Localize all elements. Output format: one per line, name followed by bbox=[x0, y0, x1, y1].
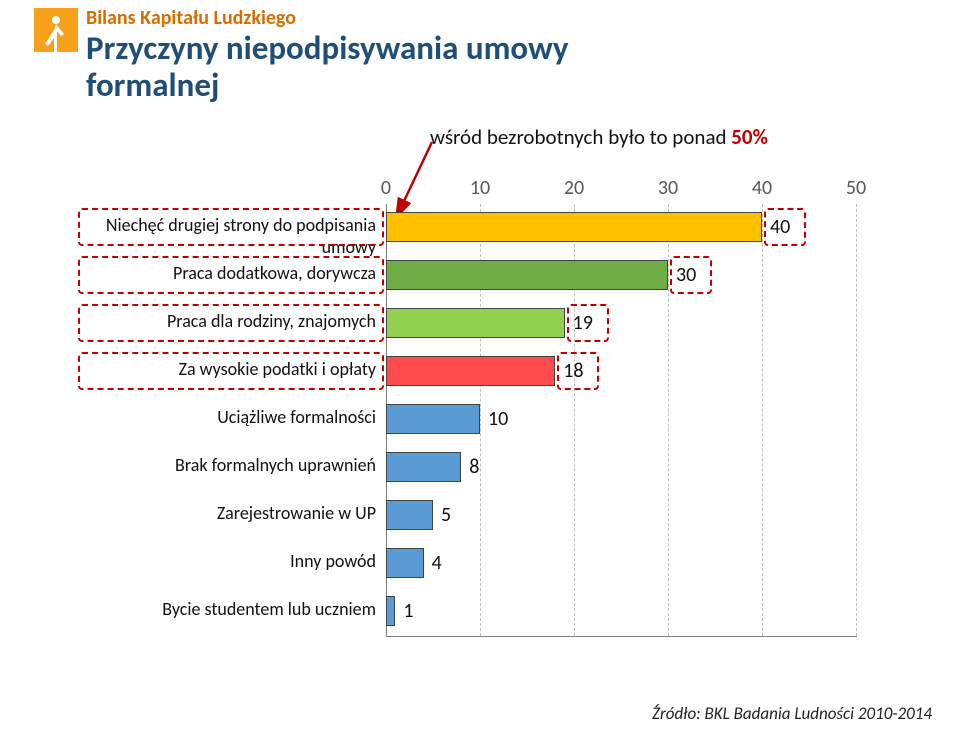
category-label: Bycie studentem lub uczniem bbox=[86, 598, 376, 620]
logo bbox=[34, 8, 78, 52]
gridline bbox=[668, 204, 669, 636]
category-label: Uciążliwe formalności bbox=[86, 406, 376, 428]
bar bbox=[386, 356, 555, 386]
page: Bilans Kapitału Ludzkiego Przyczyny niep… bbox=[0, 0, 960, 734]
highlight-box bbox=[78, 208, 384, 246]
bar bbox=[386, 548, 424, 578]
slide-title: Przyczyny niepodpisywania umowy formalne… bbox=[86, 30, 569, 104]
x-tick-label: 0 bbox=[371, 176, 401, 200]
x-tick-label: 40 bbox=[747, 176, 777, 200]
subtitle: wśród bezrobotnych było to ponad 50% bbox=[430, 124, 768, 150]
highlight-box bbox=[567, 304, 609, 342]
highlight-box bbox=[78, 256, 384, 294]
gridline bbox=[856, 204, 857, 636]
subtitle-text: wśród bezrobotnych było to ponad bbox=[430, 124, 731, 150]
bar-value: 1 bbox=[403, 599, 413, 623]
highlight-box bbox=[557, 352, 599, 390]
subtitle-highlight: 50% bbox=[731, 124, 768, 150]
x-tick-label: 20 bbox=[559, 176, 589, 200]
gridline bbox=[762, 204, 763, 636]
highlight-box bbox=[78, 352, 384, 390]
highlight-box bbox=[670, 256, 712, 294]
bar-value: 10 bbox=[488, 407, 508, 431]
x-tick-label: 50 bbox=[841, 176, 871, 200]
bar bbox=[386, 596, 395, 626]
highlight-box bbox=[764, 208, 806, 246]
bar-value: 8 bbox=[469, 455, 479, 479]
bar bbox=[386, 260, 668, 290]
department-name: Bilans Kapitału Ludzkiego bbox=[86, 6, 296, 30]
x-tick-label: 30 bbox=[653, 176, 683, 200]
category-label: Brak formalnych uprawnień bbox=[86, 454, 376, 476]
bar bbox=[386, 212, 762, 242]
highlight-box bbox=[78, 304, 384, 342]
title-line-2: formalnej bbox=[86, 67, 569, 104]
bar bbox=[386, 500, 433, 530]
bar bbox=[386, 404, 480, 434]
bar bbox=[386, 308, 565, 338]
title-line-1: Przyczyny niepodpisywania umowy bbox=[86, 30, 569, 67]
bar-value: 5 bbox=[441, 503, 451, 527]
bar-chart: 01020304050 Niechęć drugiej strony do po… bbox=[86, 176, 866, 652]
bar bbox=[386, 452, 461, 482]
source-footer: Źródło: BKL Badania Ludności 2010-2014 bbox=[652, 703, 932, 724]
x-tick-label: 10 bbox=[465, 176, 495, 200]
category-label: Inny powód bbox=[86, 550, 376, 572]
bar-value: 4 bbox=[432, 551, 442, 575]
logo-person-icon bbox=[36, 12, 76, 52]
category-label: Zarejestrowanie w UP bbox=[86, 502, 376, 524]
